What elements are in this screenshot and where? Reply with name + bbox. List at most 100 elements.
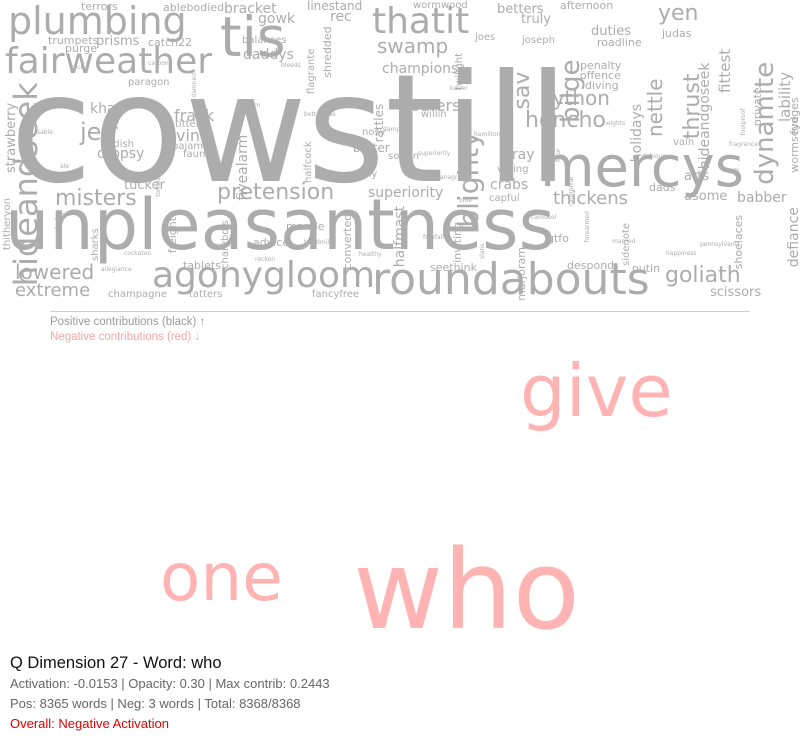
word-catch22: catch22 xyxy=(148,36,193,49)
word-tucker: tucker xyxy=(124,178,165,193)
word-sav: sav xyxy=(510,71,535,110)
word-paragon: paragon xyxy=(128,77,170,88)
word-thickens: thickens xyxy=(553,188,629,209)
word-modern: modern xyxy=(237,102,261,109)
word-sable: sable xyxy=(37,129,53,136)
word-batter: batter xyxy=(353,141,390,155)
word-capful: capful xyxy=(489,193,520,204)
positive-word-cloud: cowstill unpleasantness mercys roundabouts a… xyxy=(0,0,800,310)
word-marjoram: marjoram xyxy=(515,247,528,301)
word-goliath: goliath xyxy=(665,263,741,288)
word-mantle: mantle xyxy=(286,220,325,233)
word-blue: blue xyxy=(459,197,472,204)
overall-status: Overall: Negative Activation xyxy=(10,716,169,731)
legend-positive: Positive contributions (black) ↑ xyxy=(50,316,206,328)
word-pretension: pretension xyxy=(217,180,335,205)
word-superiority-1: superiority xyxy=(418,150,451,157)
word-babber: babber xyxy=(737,190,787,206)
word-dropsy: dropsy xyxy=(97,146,145,162)
info-panel: Q Dimension 27 - Word: who Activation: -… xyxy=(10,652,330,734)
word-inviting: inviting xyxy=(451,221,464,263)
word-anagram: anagram xyxy=(440,174,467,181)
word-seethink: seethink xyxy=(430,261,477,274)
word-healthy: healthy xyxy=(359,251,382,258)
word-tis: tis xyxy=(220,5,286,69)
word-who: who xyxy=(353,526,580,654)
word-fancyfree: fancyfree xyxy=(312,289,360,300)
word-khazi: khazi xyxy=(90,101,127,117)
word-slans: slans xyxy=(479,243,486,259)
word-wormwood: wormwood xyxy=(413,0,468,11)
word-halfmast: halfmast xyxy=(392,205,408,268)
word-scam: scam xyxy=(723,167,739,174)
word-frack: frack xyxy=(174,106,215,125)
word-cowstill: cowstill xyxy=(10,43,569,217)
word-floor: floor xyxy=(555,148,562,162)
cloud-divider xyxy=(50,311,750,312)
word-softan: softan xyxy=(388,151,420,162)
word-scissors: scissors xyxy=(710,285,762,300)
word-diving: diving xyxy=(585,79,619,92)
word-offence: offence xyxy=(580,69,621,82)
word-champions: champions xyxy=(382,61,459,77)
word-purge: purge xyxy=(65,42,98,55)
word-nettle: nettle xyxy=(643,78,667,137)
word-foolproof: foolproof xyxy=(740,108,747,136)
word-jeff: jeff xyxy=(80,118,118,146)
word-damp: damp xyxy=(383,126,401,133)
word-tablets: tablets xyxy=(183,259,221,272)
word-truly: truly xyxy=(521,12,551,27)
word-thatit: thatit xyxy=(372,1,470,42)
word-society: society xyxy=(54,210,65,246)
word-carousel: carousel xyxy=(531,214,557,221)
word-nosy: nosy xyxy=(362,127,386,138)
word-bracket: bracket xyxy=(224,1,277,17)
word-willin: willin xyxy=(421,109,447,120)
word-fairweather: fairweather xyxy=(5,41,213,82)
word-judas: judas xyxy=(662,27,692,40)
word-happiness: happiness xyxy=(666,250,697,257)
word-extreme: extreme xyxy=(15,280,91,301)
word-ale: ale xyxy=(60,163,70,170)
word-sharks: sharks xyxy=(90,228,101,261)
word-betters: betters xyxy=(497,2,544,17)
word-fittest: fittest xyxy=(716,48,734,93)
chart-title: Q Dimension 27 - Word: who xyxy=(10,654,222,672)
word-yen: yen xyxy=(658,1,699,26)
word-joseph: joseph xyxy=(522,35,555,46)
word-allegiance: allegiance xyxy=(101,266,132,273)
word-gtfo: gtfo xyxy=(547,232,569,245)
word-gowk: gowk xyxy=(258,11,296,27)
word-balances: balances xyxy=(242,35,287,46)
word-swamp: swamp xyxy=(377,34,449,58)
word-forearmed: forearmed xyxy=(584,211,591,243)
word-pennsylvania: pennsylvania xyxy=(700,241,740,248)
word-afternoon: afternoon xyxy=(560,0,614,12)
legend: Positive contributions (black) ↑ Negativ… xyxy=(50,315,205,345)
word-bleeds: bleeds xyxy=(281,62,301,69)
word-caterpillar: caterpillar xyxy=(568,176,575,207)
word-advice: advice xyxy=(253,236,290,249)
word-one: one xyxy=(160,539,283,616)
word-dads: dads xyxy=(649,181,676,194)
word-damned: damned xyxy=(191,72,198,98)
word-converted: converted xyxy=(341,213,354,270)
word-pajamas: pajamas xyxy=(172,141,215,152)
word-terrors: terrors xyxy=(81,0,118,13)
word-give: give xyxy=(520,349,673,433)
word-mercys: mercys xyxy=(540,135,744,200)
word-lowered: lowered xyxy=(15,260,95,284)
word-radish: radish xyxy=(103,139,134,150)
word-champagne: champagne xyxy=(108,289,168,300)
word-titter: titter xyxy=(175,119,200,130)
word-rec: rec xyxy=(330,9,352,25)
word-freight: freight xyxy=(166,216,179,254)
word-heights: heights xyxy=(603,120,626,127)
word-unpleasantness: unpleasantness xyxy=(5,184,556,266)
word-crabs: crabs xyxy=(490,177,529,193)
word-asome: asome xyxy=(684,189,728,204)
word-outin: outin xyxy=(632,262,661,275)
word-fauna: fauna xyxy=(183,149,212,160)
word-flagrante: flagrante xyxy=(306,48,317,94)
word-tortoise: tortoise xyxy=(155,173,162,197)
